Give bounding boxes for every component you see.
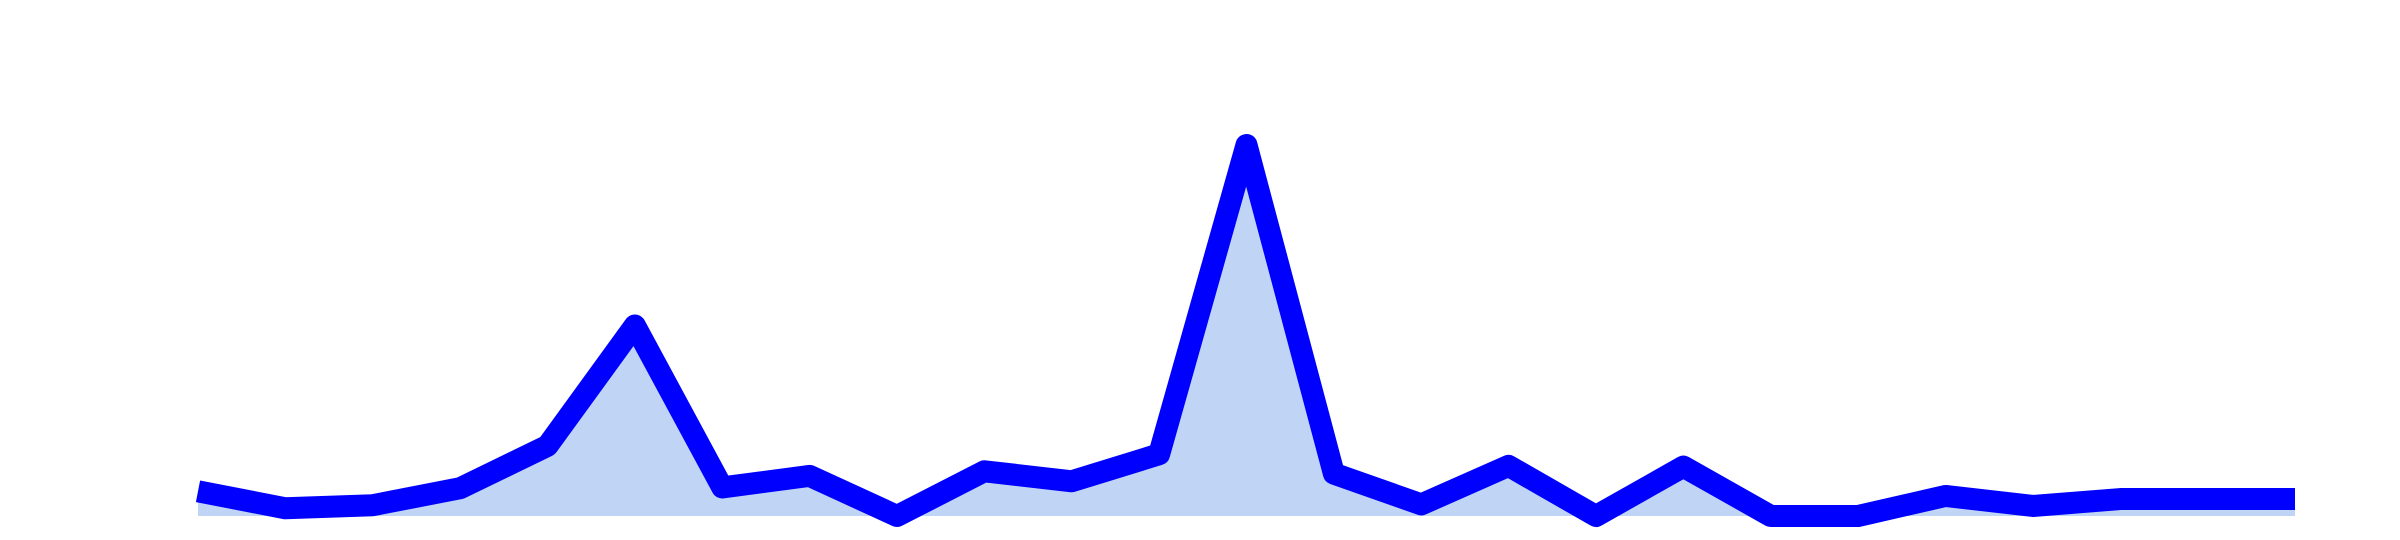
series-line xyxy=(195,134,2295,527)
area-layer xyxy=(198,145,2295,516)
area-fill xyxy=(198,145,2295,516)
line-layer xyxy=(195,134,2295,527)
